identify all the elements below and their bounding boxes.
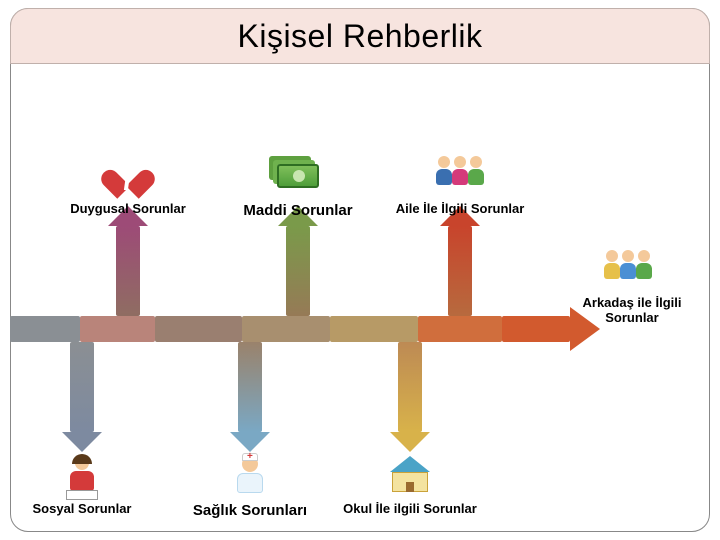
money-stack-icon <box>274 156 322 200</box>
branch-up-emotional <box>116 226 140 316</box>
broken-heart-icon <box>104 156 152 200</box>
friends-label-line1: Arkadaş ile İlgili <box>583 295 682 310</box>
branch-down-school <box>398 342 422 432</box>
school-building-icon <box>386 456 434 500</box>
friends-label-line2: Sorunlar <box>605 310 658 325</box>
label-emotional: Duygusal Sorunlar <box>48 202 208 217</box>
branch-down-head-school <box>390 432 430 452</box>
h-arrow-segment <box>80 316 155 342</box>
h-arrow-segment <box>155 316 242 342</box>
branch-up-family <box>448 226 472 316</box>
page-title: Kişisel Rehberlik <box>237 18 482 55</box>
title-bar: Kişisel Rehberlik <box>10 8 710 64</box>
label-school: Okul İle ilgili Sorunlar <box>320 502 500 517</box>
label-financial: Maddi Sorunlar <box>218 202 378 219</box>
diagram-canvas: Arkadaş ile İlgili Sorunlar Duygusal Sor… <box>10 64 710 532</box>
h-arrow-segment <box>330 316 418 342</box>
nurse-icon <box>226 456 274 500</box>
branch-up-financial <box>286 226 310 316</box>
friend-group-icon <box>604 250 652 294</box>
branch-down-head-health <box>230 432 270 452</box>
family-group-icon <box>436 156 484 200</box>
h-arrow-segment <box>502 316 570 342</box>
friends-label: Arkadaş ile İlgili Sorunlar <box>572 296 692 326</box>
teacher-icon <box>58 456 106 500</box>
branch-down-social <box>70 342 94 432</box>
label-health: Sağlık Sorunları <box>160 502 340 519</box>
label-family: Aile İle İlgili Sorunlar <box>380 202 540 217</box>
label-social: Sosyal Sorunlar <box>0 502 172 517</box>
branch-down-head-social <box>62 432 102 452</box>
h-arrow-segment <box>10 316 80 342</box>
branch-down-health <box>238 342 262 432</box>
h-arrow-segment <box>242 316 330 342</box>
h-arrow-segment <box>418 316 502 342</box>
